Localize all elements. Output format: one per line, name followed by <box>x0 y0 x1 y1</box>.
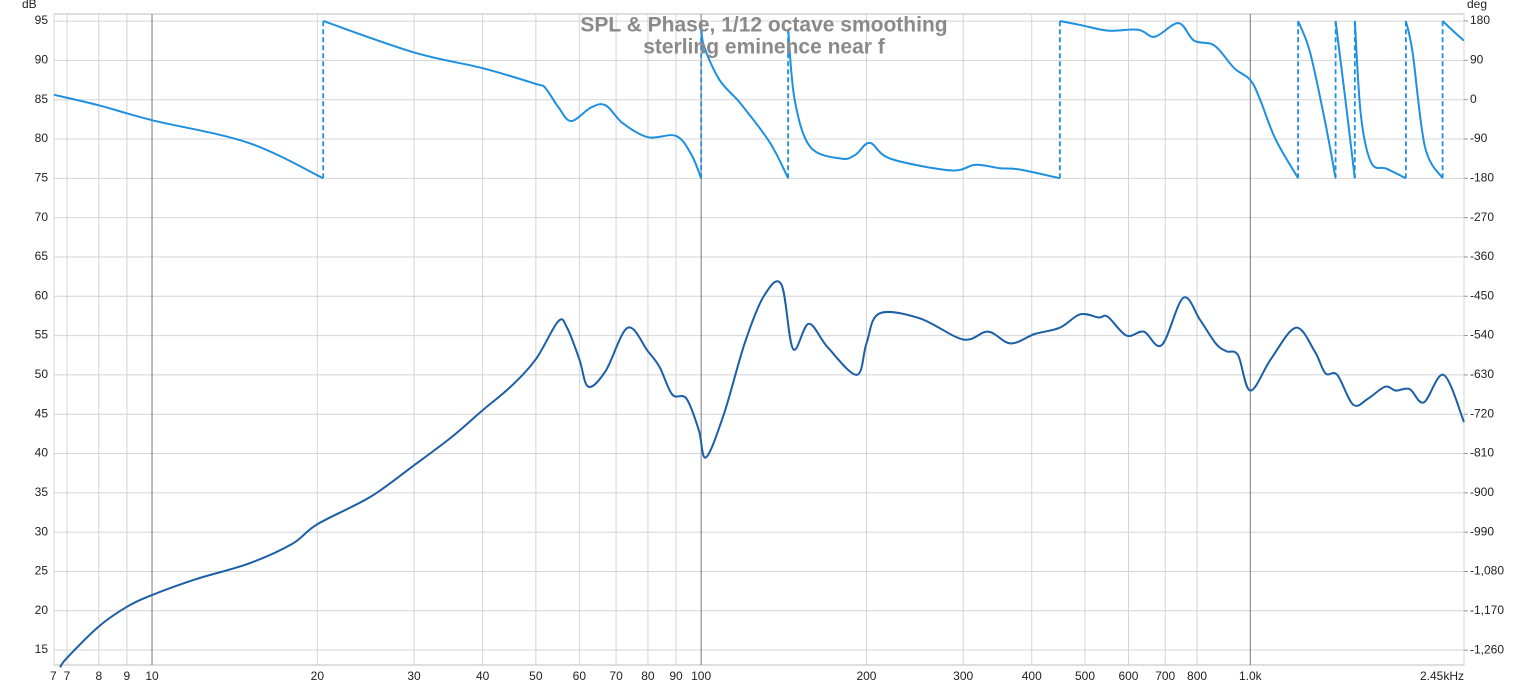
y2-tick-label: -990 <box>1470 524 1494 538</box>
x-tick-label: 600 <box>1118 669 1138 683</box>
y-tick-label: 40 <box>35 446 49 460</box>
y2-tick-label: -1,080 <box>1470 564 1504 578</box>
x-tick-label: 300 <box>953 669 973 683</box>
series-line <box>59 280 1465 668</box>
y2-tick-label: 0 <box>1470 92 1477 106</box>
x-tick-label: 500 <box>1075 669 1095 683</box>
y2-tick-label: 180 <box>1470 13 1490 27</box>
x-tick-label: 200 <box>856 669 876 683</box>
x-tick-label: 2.45kHz <box>1420 669 1464 683</box>
y-tick-label: 25 <box>35 564 49 578</box>
y-tick-label: 20 <box>35 603 49 617</box>
x-tick-label: 70 <box>609 669 623 683</box>
chart-subtitle: sterling eminence near f <box>643 36 886 59</box>
y2-tick-label: -900 <box>1470 485 1494 499</box>
x-tick-label: 90 <box>669 669 683 683</box>
y-tick-label: 50 <box>35 367 49 381</box>
y2-tick-label: -1,260 <box>1470 642 1504 656</box>
y2-tick-label: -810 <box>1470 446 1494 460</box>
y-tick-label: 45 <box>35 406 49 420</box>
y-tick-label: 60 <box>35 288 49 302</box>
y-tick-label: 95 <box>35 13 49 27</box>
y2-tick-label: -720 <box>1470 406 1494 420</box>
y2-tick-label: -540 <box>1470 328 1494 342</box>
x-tick-label: 50 <box>529 669 543 683</box>
y2-tick-label: -1,170 <box>1470 603 1504 617</box>
y-tick-label: 80 <box>35 131 49 145</box>
lines <box>53 20 1465 668</box>
x-tick-label: 9 <box>124 669 131 683</box>
y2-tick-label: -360 <box>1470 249 1494 263</box>
y-tick-label: 15 <box>35 642 49 656</box>
y-tick-label: 65 <box>35 249 49 263</box>
x-tick-label: 60 <box>573 669 587 683</box>
x-tick-label: 100 <box>691 669 711 683</box>
grid <box>53 14 1465 665</box>
x-tick-label: 20 <box>311 669 325 683</box>
y-tick-label: 90 <box>35 53 49 67</box>
x-tick-label: 80 <box>641 669 655 683</box>
x-tick-label: 1.0k <box>1239 669 1263 683</box>
y2-tick-label: -180 <box>1470 170 1494 184</box>
y2-axis-label: deg <box>1467 0 1487 11</box>
x-tick-label: 10 <box>145 669 159 683</box>
x-tick-label: 7 <box>50 669 57 683</box>
x-tick-label: 800 <box>1187 669 1207 683</box>
x-tick-label: 40 <box>476 669 490 683</box>
y2-tick-label: -270 <box>1470 210 1494 224</box>
y-axis-label: dB <box>22 0 37 11</box>
plot-area <box>53 13 1465 666</box>
x-tick-label: 7 <box>64 669 71 683</box>
y-tick-label: 70 <box>35 210 49 224</box>
y-tick-label: 55 <box>35 328 49 342</box>
y2-tick-label: 90 <box>1470 52 1484 66</box>
series-line <box>53 20 1465 180</box>
y-tick-label: 30 <box>35 524 49 538</box>
y2-tick-label: -630 <box>1470 367 1494 381</box>
chart-title: SPL & Phase, 1/12 octave smoothing <box>580 14 947 37</box>
y2-tick-label: -90 <box>1470 131 1488 145</box>
x-tick-label: 700 <box>1155 669 1175 683</box>
y-tick-label: 85 <box>35 92 49 106</box>
x-tick-label: 8 <box>95 669 102 683</box>
y-tick-label: 75 <box>35 170 49 184</box>
y-tick-label: 35 <box>35 485 49 499</box>
x-tick-label: 400 <box>1022 669 1042 683</box>
y2-tick-label: -450 <box>1470 288 1494 302</box>
x-tick-label: 30 <box>407 669 421 683</box>
